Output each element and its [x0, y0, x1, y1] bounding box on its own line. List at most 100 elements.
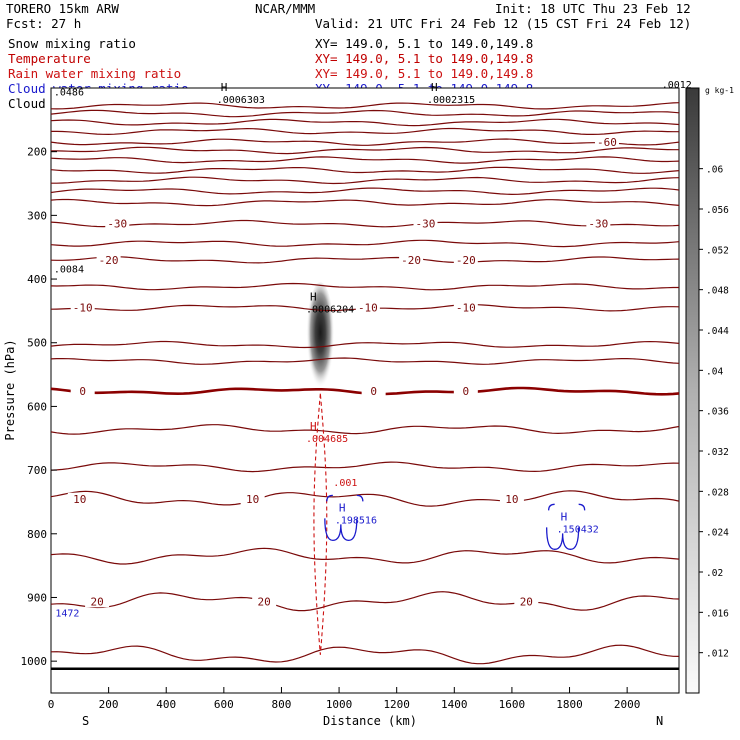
colorbar-tick-label: .036	[706, 407, 729, 418]
temperature-contour-line	[50, 138, 680, 146]
legend-label: Rain water mixing ratio	[8, 66, 181, 81]
contour-label-mask	[361, 385, 386, 398]
temperature-contour-label: -30	[107, 218, 127, 231]
y-axis-tick-label: 400	[27, 273, 47, 286]
temperature-contour-label: 10	[246, 493, 259, 506]
contour-label-mask	[586, 217, 611, 230]
contour-label-mask	[453, 253, 478, 266]
contour-label-mask	[96, 253, 121, 266]
colorbar-tick-label: .06	[706, 165, 723, 176]
temperature-contour-label: -60	[597, 136, 617, 149]
temperature-contour-line	[50, 198, 680, 207]
temperature-contour-line	[50, 109, 680, 118]
temperature-contour-label: -20	[456, 254, 476, 267]
x-axis-tick-label: 1200	[383, 698, 410, 711]
extremum-value: .150432	[557, 524, 599, 535]
temperature-contour-line	[50, 424, 680, 435]
extremum-marker: H	[221, 81, 228, 94]
x-axis-label: Distance (km)	[323, 714, 417, 728]
legend-label: Temperature	[8, 51, 91, 66]
temperature-contour-label: -30	[588, 218, 608, 231]
x-axis-tick-label: 200	[99, 698, 119, 711]
contour-label-mask	[453, 385, 478, 398]
colorbar-tick-label: .024	[706, 528, 729, 539]
colorbar-tick-label: .052	[706, 245, 729, 256]
legend-label: Snow mixing ratio	[8, 36, 136, 51]
temperature-contour-line	[50, 282, 679, 291]
contour-label-mask	[399, 253, 424, 266]
extremum-value: .0006303	[217, 95, 265, 106]
contour-label-mask	[85, 595, 110, 608]
colorbar: g kg-1 .012 .016 .02 .024 .028 .032 .036 .04 .04…	[685, 86, 734, 694]
temperature-contour-line	[50, 219, 680, 228]
south-end-label: S	[82, 714, 89, 728]
contour-value-label: .0084	[54, 265, 84, 276]
temperature-contour-line	[50, 166, 680, 174]
temperature-contour-label: 10	[73, 493, 86, 506]
extrema-markers: H.0006303H.0002315H.0006204H.004685H.198…	[217, 81, 599, 535]
x-axis: 0 200 400 600 800 1000 1200 1400 1600 1800 2000	[48, 687, 641, 711]
temperature-contour-label: -10	[73, 302, 93, 315]
temperature-contour-line	[50, 239, 680, 248]
x-axis-tick-label: 600	[214, 698, 234, 711]
colorbar-tick-label: .028	[706, 487, 729, 498]
temperature-contour-label: 20	[258, 595, 271, 608]
y-axis-tick-label: 300	[27, 209, 47, 222]
temperature-contour-label: -20	[99, 254, 119, 267]
colorbar-ramp	[685, 87, 700, 694]
model-name: TORERO 15km ARW	[6, 1, 119, 16]
temperature-contour-label: 20	[90, 595, 103, 608]
legend-section-coords: XY= 149.0, 5.1 to 149.0,149.8	[315, 36, 533, 51]
y-axis-label: Pressure (hPa)	[3, 339, 17, 440]
temperature-contour-line	[51, 127, 679, 136]
temperature-contour-label: -10	[456, 302, 476, 315]
contour-label-mask	[67, 492, 92, 505]
temperature-contour-line	[50, 357, 680, 365]
temperature-contour-label: -30	[416, 218, 436, 231]
contour-label-mask	[252, 595, 277, 608]
temperature-contour-line	[50, 340, 680, 349]
x-axis-tick-label: 1400	[441, 698, 468, 711]
extremum-marker: H	[310, 291, 317, 304]
y-axis-tick-label: 1000	[21, 655, 48, 668]
contour-value-label: .0486	[54, 88, 84, 99]
temperature-contour-line	[50, 102, 680, 110]
temperature-contour-label: 0	[370, 385, 377, 398]
temperature-contour-line	[51, 146, 679, 155]
temperature-contour-label: 10	[505, 493, 518, 506]
extremum-value: .0006204	[306, 305, 354, 316]
temperature-contour-line	[50, 591, 680, 612]
contour-label-mask	[514, 595, 539, 608]
rain-water-contour	[313, 393, 328, 655]
contour-label-mask	[355, 301, 380, 314]
contour-label-mask	[413, 217, 438, 230]
contour-label-mask	[594, 136, 619, 149]
extremum-marker: H	[339, 501, 346, 514]
temperature-contours: -60 -30 -30 -30 -20 -20 -20 -10 -10 -10 0 0 0 10 10 10 2…	[50, 102, 680, 665]
colorbar-ticks: .012 .016 .02 .024 .028 .032 .036 .04 .044 .048 .0…	[699, 165, 729, 660]
colorbar-tick-label: .012	[706, 649, 729, 660]
x-axis-tick-label: 2000	[614, 698, 641, 711]
valid-time: Valid: 21 UTC Fri 24 Feb 12 (15 CST Fri …	[315, 16, 691, 31]
init-time: Init: 18 UTC Thu 23 Feb 12	[495, 1, 691, 16]
y-axis-tick-label: 800	[27, 528, 47, 541]
x-axis-tick-label: 0	[48, 698, 55, 711]
y-axis-tick-label: 200	[27, 146, 47, 159]
contour-label-mask	[70, 385, 95, 398]
contour-labels: .0486 .0084 .001 1472 .0012	[54, 80, 692, 620]
y-axis-tick-label: 600	[27, 400, 47, 413]
y-axis-tick-label: 900	[27, 591, 47, 604]
cloud-water-contour-line	[324, 494, 364, 542]
colorbar-tick-label: .048	[706, 286, 729, 297]
forecast-hour: Fcst: 27 h	[6, 16, 81, 31]
contour-value-label: .0012	[662, 80, 692, 91]
temperature-contour-label: 20	[520, 595, 533, 608]
colorbar-tick-label: .044	[706, 326, 729, 337]
legend-section-coords: XY= 149.0, 5.1 to 149.0,149.8	[315, 51, 533, 66]
extremum-value: .198516	[335, 515, 377, 526]
header: TORERO 15km ARW NCAR/MMM Init: 18 UTC Th…	[6, 1, 691, 31]
x-axis-tick-label: 400	[156, 698, 176, 711]
contour-value-label: 1472	[55, 609, 79, 620]
colorbar-tick-label: .04	[706, 366, 723, 377]
temperature-contour-line	[50, 256, 680, 264]
